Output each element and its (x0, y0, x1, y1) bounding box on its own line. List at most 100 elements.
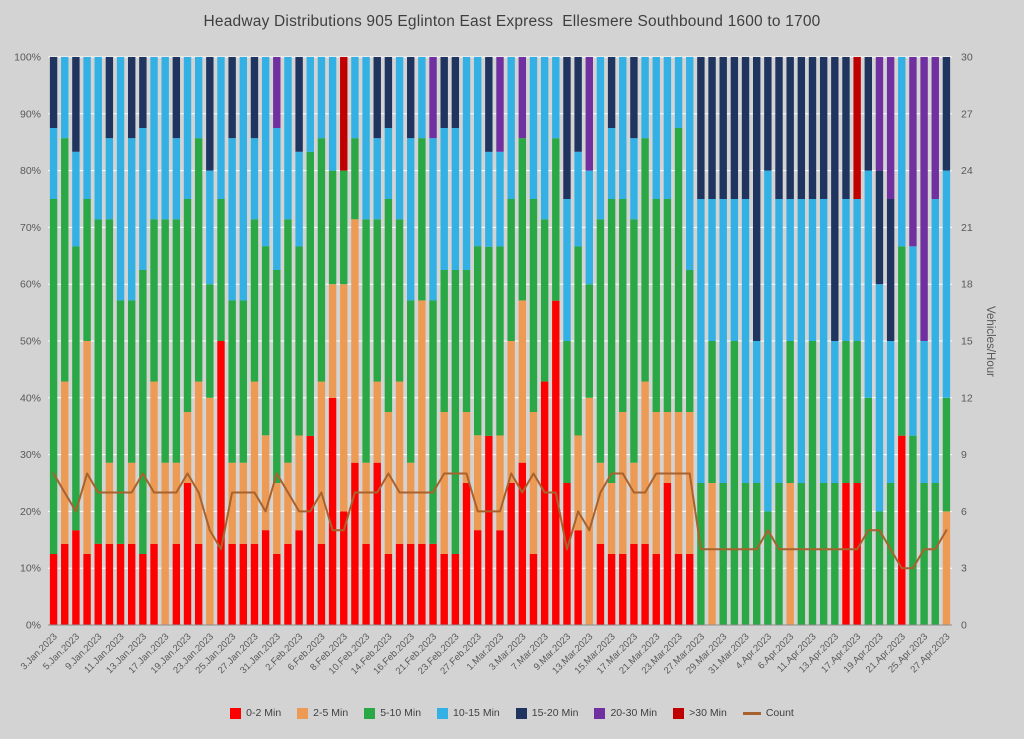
bar-segment (94, 57, 102, 220)
bar-segment (284, 543, 292, 625)
bar-segment (295, 57, 303, 152)
bar (741, 57, 750, 625)
bar-segment (150, 219, 158, 382)
y-axis-tick-label: 0 (961, 620, 967, 632)
bar-segment (607, 128, 616, 199)
bar (831, 57, 839, 625)
legend-item: 20-30 Min (594, 707, 657, 719)
legend-swatch (297, 707, 309, 719)
bar-segment (261, 530, 270, 625)
bar-segment (518, 138, 527, 301)
bar-segment (931, 57, 939, 199)
bar-segment (194, 57, 203, 139)
bar-segment (61, 381, 69, 544)
bar-segment (407, 300, 415, 463)
bar (462, 57, 471, 625)
legend-label: 15-20 Min (531, 707, 579, 719)
count-line (52, 472, 948, 570)
bar-segment (842, 483, 850, 625)
bar-segment (284, 57, 292, 220)
bar-segment (116, 57, 125, 301)
bar-segment (49, 554, 58, 625)
bar-segment (72, 151, 80, 247)
legend-swatch (364, 707, 376, 719)
bar-segment (429, 543, 437, 625)
legend-swatch (230, 707, 242, 719)
bar (920, 57, 928, 625)
bar (473, 57, 482, 625)
bar-segment (407, 543, 415, 625)
bar-segment (473, 57, 482, 247)
bar-segment (261, 246, 270, 436)
bar (786, 57, 794, 625)
bar (496, 57, 504, 625)
bar-segment (886, 341, 895, 483)
y-axis-tick-label: 40% (20, 392, 41, 404)
bar (194, 57, 203, 625)
bar (362, 57, 370, 625)
bar (116, 57, 125, 625)
bar-segment (752, 483, 761, 625)
bar-segment (128, 138, 136, 301)
bar-segment (898, 246, 906, 436)
bar-segment (228, 543, 236, 625)
bar (83, 57, 91, 625)
bar-segment (518, 300, 527, 463)
bar-segment (116, 543, 125, 625)
bar-segment (273, 483, 281, 554)
bar-segment (72, 246, 80, 531)
bar-segment (686, 270, 694, 412)
bar-segment (295, 151, 303, 247)
bar-segment (730, 199, 739, 341)
bar-segment (886, 199, 895, 341)
bar-segment (540, 381, 549, 625)
chart-title: Headway Distributions 905 Eglinton East … (203, 13, 821, 30)
bar-segment (239, 57, 248, 301)
bar-segment (607, 57, 616, 128)
y-axis-tick-label: 70% (20, 222, 41, 234)
bar-segment (328, 57, 337, 171)
bar-segment (451, 554, 460, 625)
bar-segment (875, 511, 884, 625)
bar-segment (630, 57, 638, 139)
bar (228, 57, 236, 625)
bar-segment (875, 57, 884, 171)
bar-segment (898, 435, 906, 625)
bar-segment (273, 270, 281, 483)
bar-segment (451, 270, 460, 554)
bar-segment (395, 57, 404, 220)
bar-segment (72, 530, 80, 625)
bar (139, 57, 147, 625)
bar (563, 57, 571, 625)
bar-segment (83, 554, 91, 625)
bar-segment (563, 341, 571, 483)
bar-segment (418, 543, 426, 625)
bar-segment (652, 57, 660, 199)
bar-segment (328, 170, 337, 285)
y-axis-tick-label: 100% (14, 52, 41, 64)
bar-segment (440, 270, 448, 412)
bar-segment (172, 138, 181, 220)
bar-segment (451, 128, 460, 270)
bar-segment (819, 483, 828, 625)
bar-segment (819, 199, 828, 483)
bar (440, 57, 448, 625)
bar-segment (105, 57, 114, 139)
bar-segment (351, 462, 359, 625)
bar-segment (373, 57, 381, 139)
bar-segment (94, 543, 102, 625)
bar-segment (864, 57, 872, 171)
bar-segment (462, 412, 471, 483)
y-axis-left-labels: 0% 10% 20% 30% 40% 50% 60% 70% 80% 90% 100% (14, 52, 41, 632)
bar-segment (764, 57, 772, 171)
bar (384, 57, 393, 625)
bar (764, 57, 772, 625)
bar (585, 57, 593, 625)
bar-segment (273, 554, 281, 625)
bar-segment (250, 219, 259, 382)
bar-segment (496, 57, 504, 152)
bar-segment (775, 483, 783, 625)
bar (708, 57, 716, 625)
legend-label: 0-2 Min (246, 707, 282, 719)
bar-segment (552, 138, 560, 301)
